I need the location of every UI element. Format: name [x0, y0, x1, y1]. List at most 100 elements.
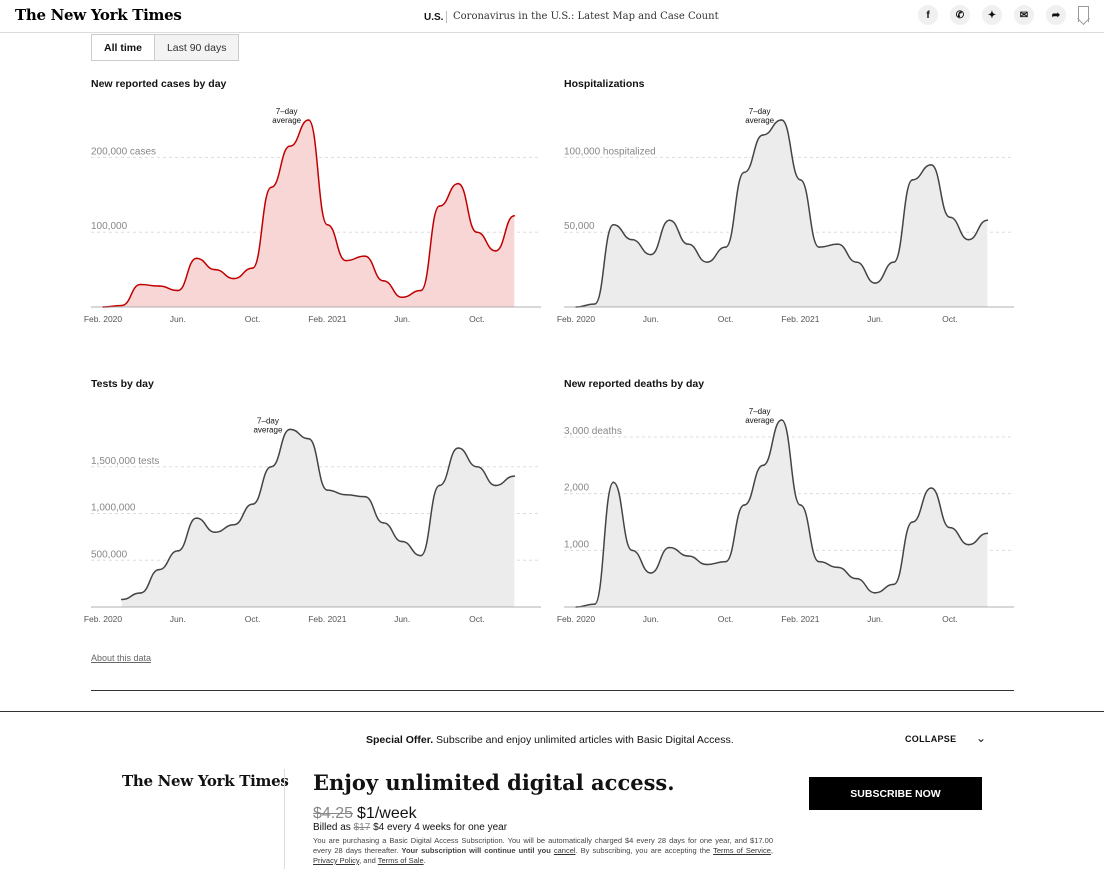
y-tick-label: 3,000 deaths [564, 426, 622, 437]
data-point [363, 495, 366, 498]
data-point [438, 205, 441, 207]
top-bar: The New York Times U.S. Coronavirus in t… [0, 0, 1104, 33]
data-point [233, 523, 235, 526]
x-tick-label: Feb. 2020 [557, 614, 596, 624]
data-point [780, 119, 783, 121]
cancel-link[interactable]: cancel [553, 846, 576, 855]
data-point [307, 437, 310, 440]
tests-chart: 1,500,000 tests 1,000,000 500,000 Feb. 2020… [84, 416, 541, 624]
section-label[interactable]: U.S. [424, 12, 444, 23]
facebook-icon[interactable]: f [918, 5, 938, 25]
data-point [363, 255, 366, 257]
data-point [986, 219, 989, 222]
data-point [345, 494, 347, 496]
data-point [214, 268, 216, 271]
data-point [818, 560, 820, 563]
data-point [513, 475, 516, 477]
data-point [743, 504, 746, 506]
data-point [326, 489, 329, 491]
promo-price: $4.25 $1/week [313, 805, 417, 822]
annotation-label: 7–day [749, 107, 771, 116]
data-point [687, 243, 689, 245]
data-point [476, 465, 478, 468]
data-point [270, 465, 273, 468]
y-tick-label: 100,000 hospitalized [564, 146, 656, 157]
x-tick-label: Jun. [867, 314, 883, 324]
data-point [930, 164, 933, 166]
y-tick-label: 2,000 [564, 483, 589, 494]
data-point [836, 566, 839, 569]
data-point [799, 179, 802, 181]
series-line [102, 119, 515, 308]
data-point [668, 546, 671, 549]
divider [446, 11, 447, 23]
data-point [420, 289, 422, 292]
terms-of-sale-link[interactable]: Terms of Sale [377, 856, 424, 865]
bookmark-icon[interactable] [1078, 6, 1089, 22]
data-point [780, 419, 783, 421]
y-tick-label: 50,000 [564, 221, 595, 232]
subscribe-now-button[interactable]: SUBSCRIBE NOW [809, 777, 982, 810]
data-point [214, 531, 216, 533]
toggle-last-90-days[interactable]: Last 90 days [153, 34, 240, 61]
email-icon[interactable]: ✉ [1014, 5, 1034, 25]
data-point [743, 171, 746, 174]
annotation-label: 7–day [749, 407, 771, 416]
whatsapp-icon[interactable]: ✆ [950, 5, 970, 25]
x-tick-label: Oct. [718, 314, 734, 324]
data-point [401, 540, 403, 543]
data-point [593, 603, 596, 605]
data-point [949, 526, 951, 529]
data-point [762, 134, 764, 136]
nyt-logo[interactable]: The New York Times [15, 6, 182, 24]
series-area [576, 120, 988, 307]
series-line [575, 119, 988, 308]
hospitalizations-chart: 100,000 hospitalized 50,000 Feb. 2020 Jun. O… [557, 107, 1014, 324]
annotation-label: 7–day [276, 107, 298, 116]
x-tick-label: Oct. [942, 314, 958, 324]
data-point [799, 504, 802, 506]
about-data-link[interactable]: About this data [91, 653, 152, 663]
data-point [911, 179, 914, 181]
data-point [401, 296, 403, 299]
annotation-label: average [745, 116, 774, 125]
data-point [195, 257, 198, 260]
twitter-icon[interactable]: ✦ [982, 5, 1002, 25]
share-icon[interactable]: ➦ [1046, 5, 1066, 25]
privacy-policy-link[interactable]: Privacy Policy [313, 856, 360, 865]
data-point [874, 592, 876, 594]
data-point [967, 543, 970, 546]
data-point [176, 289, 179, 292]
toggle-all-time[interactable]: All time [91, 34, 154, 61]
series-line [121, 428, 515, 601]
data-point [949, 216, 951, 219]
data-point [893, 261, 895, 263]
x-tick-label: Feb. 2020 [557, 314, 596, 324]
x-tick-label: Oct. [245, 314, 261, 324]
data-point [457, 447, 460, 449]
data-point [420, 554, 422, 557]
terms-of-service-link[interactable]: Terms of Service [713, 846, 771, 855]
data-point [270, 186, 273, 189]
y-tick-label: 500,000 [91, 549, 128, 560]
data-point [139, 283, 142, 286]
cases-chart-title: New reported cases by day [91, 78, 227, 90]
data-point [158, 285, 160, 287]
collapse-button[interactable]: COLLAPSE [905, 734, 957, 744]
x-tick-label: Jun. [170, 314, 186, 324]
fine-print: You are purchasing a Basic Digital Acces… [313, 836, 773, 865]
x-tick-label: Jun. [394, 314, 410, 324]
series-area [576, 420, 988, 607]
data-point [612, 481, 615, 484]
deaths-chart-title: New reported deaths by day [564, 378, 705, 390]
data-point [724, 560, 727, 563]
data-point [893, 583, 895, 586]
data-point [158, 568, 160, 571]
data-point [382, 280, 385, 282]
data-point [494, 250, 497, 252]
data-point [874, 282, 876, 284]
data-point [513, 214, 516, 217]
chevron-down-icon[interactable]: ⌄ [976, 731, 987, 745]
time-range-toggle: All time Last 90 days [91, 34, 240, 61]
data-point [668, 219, 671, 222]
